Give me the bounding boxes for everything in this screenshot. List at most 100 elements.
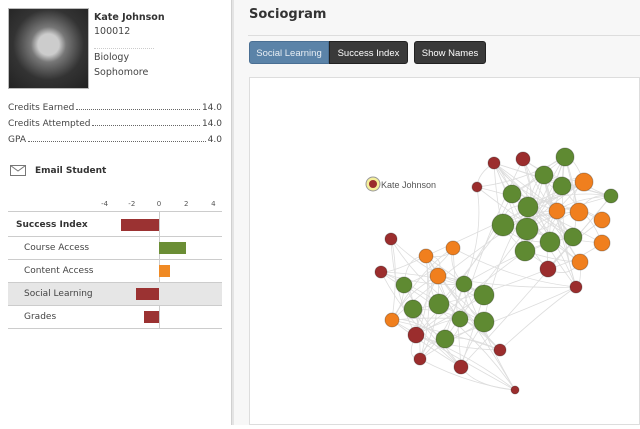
current-student-node[interactable]: [369, 180, 377, 188]
student-node[interactable]: [563, 227, 583, 247]
bar: [144, 311, 159, 323]
envelope-icon: [10, 165, 26, 176]
edge: [390, 238, 485, 323]
student-node[interactable]: [487, 156, 501, 170]
row-label: Content Access: [24, 266, 94, 276]
student-node[interactable]: [493, 343, 507, 357]
student-photo: [8, 8, 89, 89]
student-node[interactable]: [510, 385, 520, 395]
student-node[interactable]: [453, 359, 469, 375]
row-label: Grades: [24, 312, 57, 322]
student-node[interactable]: [428, 293, 450, 315]
edge: [415, 334, 516, 391]
student-panel: Kate Johnson 100012 Biology Sophomore Cr…: [0, 0, 231, 425]
student-year: Sophomore: [94, 67, 149, 78]
student-node[interactable]: [548, 202, 566, 220]
index-row[interactable]: Social Learning: [8, 283, 222, 306]
student-node[interactable]: [593, 211, 611, 229]
student-node[interactable]: [384, 232, 398, 246]
student-node[interactable]: [539, 231, 561, 253]
stat-value: 14.0: [201, 119, 222, 129]
edge: [460, 195, 612, 368]
student-node[interactable]: [374, 265, 388, 279]
student-node[interactable]: [384, 312, 400, 328]
student-node[interactable]: [569, 280, 583, 294]
email-student-link[interactable]: Email Student: [10, 165, 106, 176]
edge: [499, 286, 577, 351]
student-major: Biology: [94, 52, 130, 63]
student-node[interactable]: [471, 181, 483, 193]
row-label: Success Index: [16, 220, 88, 230]
student-node[interactable]: [555, 147, 575, 167]
axis-tick: 0: [156, 200, 162, 208]
sociogram-graph[interactable]: Kate Johnson: [249, 77, 640, 425]
axis-tick: 2: [183, 200, 189, 208]
stat-value: 14.0: [201, 103, 222, 113]
edge: [493, 162, 580, 213]
success-index-button[interactable]: Success Index: [329, 41, 408, 64]
student-node[interactable]: [574, 172, 594, 192]
bar: [120, 219, 159, 231]
index-row[interactable]: Grades: [8, 306, 222, 329]
edge: [391, 319, 516, 391]
panel-divider[interactable]: [231, 0, 234, 425]
student-node[interactable]: [418, 248, 434, 264]
student-node[interactable]: [413, 352, 427, 366]
edge: [390, 238, 417, 336]
student-node[interactable]: [395, 276, 413, 294]
student-node[interactable]: [403, 299, 423, 319]
edge: [463, 283, 516, 391]
student-node[interactable]: [502, 184, 522, 204]
student-node[interactable]: [552, 176, 572, 196]
show-names-button[interactable]: Show Names: [414, 41, 486, 64]
student-node[interactable]: [571, 253, 589, 271]
student-node[interactable]: [429, 267, 447, 285]
student-node[interactable]: [515, 151, 531, 167]
edge: [380, 271, 462, 368]
student-node[interactable]: [473, 284, 495, 306]
student-node[interactable]: [445, 240, 461, 256]
student-id: 100012: [94, 26, 131, 37]
stat-label: Credits Earned: [8, 103, 75, 113]
student-node[interactable]: [455, 275, 473, 293]
student-node[interactable]: [593, 234, 611, 252]
student-node[interactable]: [515, 217, 539, 241]
row-label: Course Access: [24, 243, 90, 253]
student-node[interactable]: [491, 213, 515, 237]
edge: [380, 271, 465, 285]
edge: [493, 162, 526, 252]
stat-value: 4.0: [207, 135, 222, 145]
student-node[interactable]: [451, 310, 469, 328]
axis-tick: -2: [128, 200, 136, 208]
edge: [476, 156, 566, 188]
bar-axis: -4 -2 0 2 4: [8, 200, 222, 212]
divider: [248, 35, 640, 36]
student-node[interactable]: [435, 329, 455, 349]
student-node[interactable]: [539, 260, 557, 278]
index-row[interactable]: Success Index: [8, 214, 222, 237]
edge: [419, 275, 439, 360]
student-node[interactable]: [569, 202, 589, 222]
edge: [463, 186, 480, 285]
student-node[interactable]: [534, 165, 554, 185]
stat-credits-attempted: Credits Attempted 14.0: [8, 119, 222, 129]
student-node[interactable]: [603, 188, 619, 204]
bar: [159, 242, 187, 254]
student-name: Kate Johnson: [94, 12, 165, 23]
node-label: Kate Johnson: [381, 180, 436, 190]
index-row[interactable]: Content Access: [8, 260, 222, 283]
stat-credits-earned: Credits Earned 14.0: [8, 103, 222, 113]
edge: [543, 174, 577, 288]
edge: [437, 275, 577, 288]
edge: [483, 206, 529, 323]
social-learning-button[interactable]: Social Learning: [249, 41, 329, 64]
page-title: Sociogram: [249, 7, 327, 22]
student-node[interactable]: [407, 326, 425, 344]
student-node[interactable]: [517, 196, 539, 218]
index-row[interactable]: Course Access: [8, 237, 222, 260]
email-label: Email Student: [35, 165, 107, 176]
edge: [390, 238, 396, 321]
stat-label: GPA: [8, 135, 26, 145]
student-node[interactable]: [473, 311, 495, 333]
student-node[interactable]: [514, 240, 536, 262]
